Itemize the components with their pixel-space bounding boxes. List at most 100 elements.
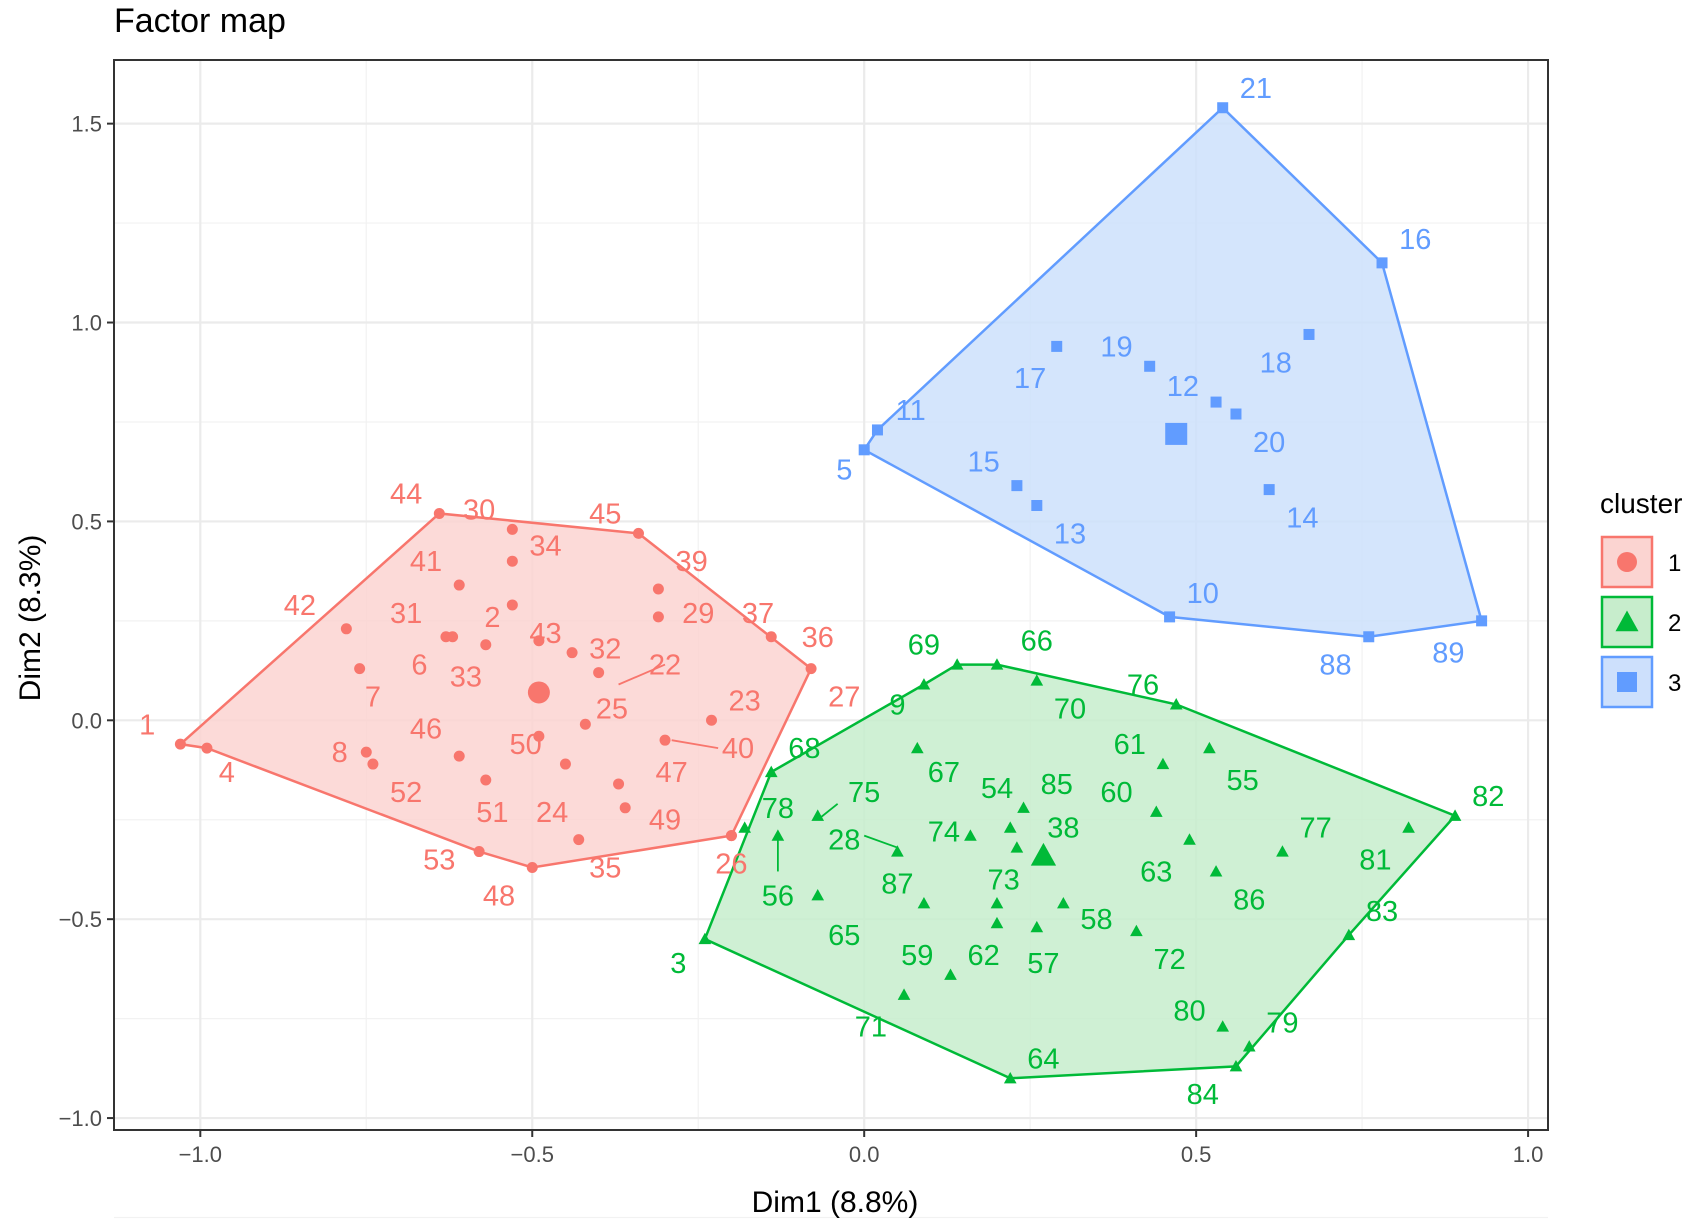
- point-82: [1448, 809, 1462, 821]
- point-label-28: 28: [828, 825, 860, 857]
- point-84: [1229, 1060, 1243, 1072]
- legend: cluster 1 2 3: [1600, 488, 1682, 709]
- point-label-38: 38: [1047, 813, 1079, 845]
- point-label-30: 30: [463, 494, 495, 526]
- point-label-88: 88: [1319, 650, 1351, 682]
- point-label-57: 57: [1027, 948, 1059, 980]
- point-10: [1164, 611, 1176, 623]
- point-22: [593, 667, 605, 679]
- x-axis-ticks: −1.0 −0.5 0.0 0.5 1.0: [179, 1130, 1543, 1167]
- point-32: [566, 647, 578, 659]
- point-56: [771, 829, 785, 841]
- point-88: [1363, 631, 1375, 643]
- cluster-2-points: [698, 658, 1462, 1084]
- point-11: [871, 424, 883, 436]
- point-label-59: 59: [901, 940, 933, 972]
- point-label-3: 3: [670, 948, 686, 980]
- point-64: [1003, 1071, 1017, 1084]
- point-label-13: 13: [1054, 518, 1086, 550]
- point-80: [1216, 1020, 1230, 1032]
- point-75: [811, 809, 825, 821]
- point-55: [1203, 741, 1216, 754]
- point-42: [340, 623, 352, 635]
- legend-title: cluster: [1600, 488, 1682, 519]
- point-81: [1402, 821, 1415, 833]
- point-label-27: 27: [828, 681, 860, 713]
- point-label-48: 48: [483, 880, 515, 912]
- point-1: [174, 738, 186, 750]
- point-35: [573, 834, 585, 846]
- y-axis-ticks: −1.0 −0.5 0.0 0.5 1.0 1.5: [59, 112, 114, 1131]
- point-label-5: 5: [836, 455, 852, 487]
- point-63: [1183, 833, 1196, 845]
- point-68: [764, 765, 778, 778]
- point-33: [480, 639, 492, 651]
- point-label-26: 26: [715, 848, 747, 880]
- point-label-52: 52: [390, 777, 422, 809]
- legend-label-3: 3: [1668, 670, 1681, 697]
- point-label-76: 76: [1127, 669, 1159, 701]
- point-label-78: 78: [762, 793, 794, 825]
- point-47: [613, 778, 625, 790]
- point-label-23: 23: [729, 685, 761, 717]
- point-label-89: 89: [1432, 638, 1464, 670]
- point-76: [1169, 698, 1183, 710]
- legend-symbol-1: [1617, 552, 1637, 572]
- point-51: [480, 774, 492, 786]
- point-8: [360, 746, 372, 758]
- point-label-45: 45: [589, 498, 621, 530]
- point-20: [1230, 408, 1242, 420]
- point-label-44: 44: [390, 479, 422, 511]
- point-label-47: 47: [656, 757, 688, 789]
- point-49: [619, 802, 631, 814]
- leader-line: [863, 834, 898, 849]
- point-label-11: 11: [896, 395, 926, 427]
- point-61: [1156, 757, 1170, 770]
- point-86: [1209, 865, 1223, 877]
- point-label-37: 37: [742, 598, 774, 630]
- point-37: [765, 631, 777, 643]
- point-label-34: 34: [529, 530, 561, 562]
- point-39: [652, 583, 664, 595]
- point-15: [1011, 480, 1023, 492]
- point-28: [891, 845, 904, 857]
- point-label-61: 61: [1114, 729, 1146, 761]
- point-40: [659, 734, 671, 746]
- cluster-3-centroid: [1165, 422, 1188, 445]
- point-label-58: 58: [1080, 904, 1112, 936]
- x-axis-title: Dim1 (8.8%): [752, 1186, 919, 1219]
- point-label-75: 75: [848, 777, 880, 809]
- point-label-4: 4: [219, 757, 235, 789]
- point-label-42: 42: [284, 590, 316, 622]
- cluster-3-labels: 5 11 21 16 17 19 12 20 18 15 13 14 10 88 89: [836, 73, 1464, 682]
- point-label-46: 46: [410, 713, 442, 745]
- point-label-60: 60: [1100, 777, 1132, 809]
- point-label-17: 17: [1014, 363, 1046, 395]
- point-85: [1017, 801, 1030, 813]
- point-70: [1030, 674, 1044, 686]
- point-label-51: 51: [476, 797, 508, 829]
- point-60: [1149, 805, 1163, 817]
- point-53: [473, 846, 485, 858]
- point-label-80: 80: [1173, 996, 1205, 1028]
- point-6: [447, 631, 459, 643]
- point-label-31: 31: [390, 598, 422, 630]
- point-label-66: 66: [1021, 626, 1053, 658]
- legend-label-1: 1: [1668, 550, 1681, 577]
- point-label-43: 43: [529, 618, 561, 650]
- cluster-3-points: [858, 102, 1488, 643]
- cluster-2-labels: 3 68 78 56 75 65 969 66 70 67 28 87 71 59 74 54 85 73 62 57…: [670, 626, 1504, 1111]
- point-label-69: 69: [908, 630, 940, 662]
- point-57: [1030, 920, 1044, 933]
- x-tick-label: 0.5: [1181, 1142, 1212, 1167]
- point-label-2: 2: [484, 602, 500, 634]
- point-label-81: 81: [1359, 845, 1391, 877]
- point-label-79: 79: [1266, 1008, 1298, 1040]
- point-label-14: 14: [1286, 502, 1318, 534]
- legend-symbol-2: [1615, 610, 1639, 632]
- point-43: [533, 635, 545, 647]
- point-label-71: 71: [855, 1012, 887, 1044]
- point-30: [506, 523, 518, 535]
- point-83: [1342, 928, 1356, 941]
